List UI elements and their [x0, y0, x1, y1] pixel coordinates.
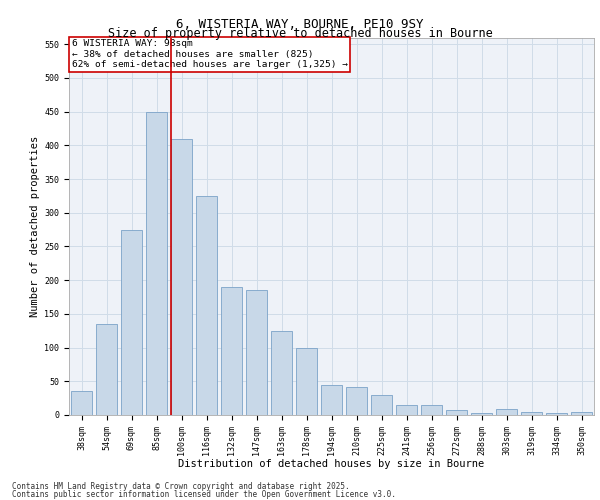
Bar: [146, 112, 167, 415]
Bar: [271, 330, 292, 415]
Bar: [571, 412, 592, 415]
Bar: [171, 138, 192, 415]
Bar: [496, 409, 517, 415]
X-axis label: Distribution of detached houses by size in Bourne: Distribution of detached houses by size …: [178, 459, 485, 469]
Bar: [371, 395, 392, 415]
Bar: [121, 230, 142, 415]
Text: Contains HM Land Registry data © Crown copyright and database right 2025.: Contains HM Land Registry data © Crown c…: [12, 482, 350, 491]
Text: Contains public sector information licensed under the Open Government Licence v3: Contains public sector information licen…: [12, 490, 396, 499]
Text: 6, WISTERIA WAY, BOURNE, PE10 9SY: 6, WISTERIA WAY, BOURNE, PE10 9SY: [176, 18, 424, 30]
Bar: [96, 324, 117, 415]
Bar: [346, 386, 367, 415]
Bar: [521, 412, 542, 415]
Bar: [246, 290, 267, 415]
Bar: [221, 287, 242, 415]
Bar: [71, 392, 92, 415]
Bar: [321, 384, 342, 415]
Y-axis label: Number of detached properties: Number of detached properties: [30, 136, 40, 317]
Bar: [421, 405, 442, 415]
Bar: [546, 413, 567, 415]
Bar: [446, 410, 467, 415]
Bar: [396, 405, 417, 415]
Bar: [296, 348, 317, 415]
Bar: [196, 196, 217, 415]
Text: Size of property relative to detached houses in Bourne: Size of property relative to detached ho…: [107, 28, 493, 40]
Text: 6 WISTERIA WAY: 98sqm
← 38% of detached houses are smaller (825)
62% of semi-det: 6 WISTERIA WAY: 98sqm ← 38% of detached …: [71, 40, 347, 69]
Bar: [471, 413, 492, 415]
